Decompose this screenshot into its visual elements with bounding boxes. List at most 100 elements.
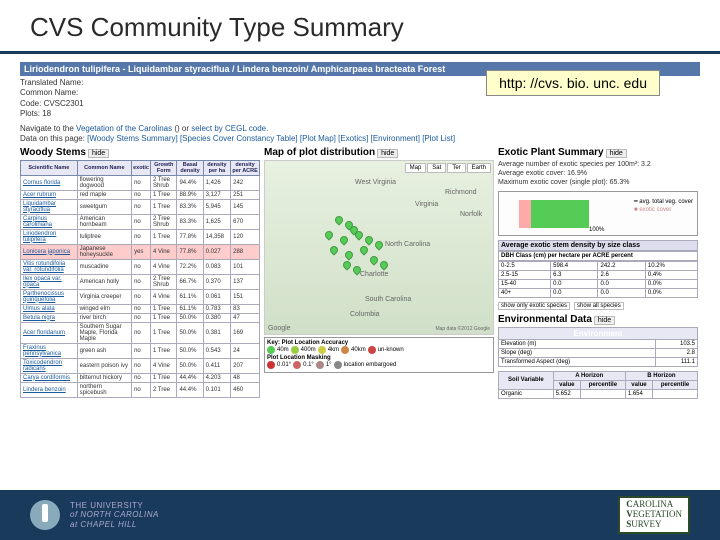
meta-plots: Plots: 18 [20,109,700,119]
scientific-name-link[interactable]: Betula nigra [21,313,78,322]
legend-dot-icon [368,346,376,354]
table-row: Lindera benzoinnorthern spicebushno2 Tre… [21,382,260,397]
footer-bar: THE UNIVERSITY of NORTH CAROLINA at CHAP… [0,490,720,540]
map-column: Map of plot distributionhide MapSatTerEa… [264,147,494,403]
scientific-name-link[interactable]: Carya cordiformis [21,373,78,382]
meta-code: Code: CVSC2301 [20,99,700,109]
scientific-name-link[interactable]: Acer floridanum [21,322,78,343]
map-credit: Map data ©2012 Google [435,326,490,332]
map-legend: Key: Plot Location Accuracy 40m 400m 4km… [264,337,494,373]
legend-dot-icon [318,346,326,354]
table-row: Cornus floridaflowering dogwoodno2 Tree … [21,175,260,190]
exotic-cover-chart: ━ avg. total veg. cover ■ exotic cover 1… [498,191,698,236]
scientific-name-link[interactable]: Cornus florida [21,175,78,190]
woody-stems-header: Woody Stemshide [20,147,260,158]
scientific-name-link[interactable]: Parthenocissus quinquefolia [21,289,78,304]
map-tab[interactable]: Ter [447,163,465,173]
hide-button[interactable]: hide [606,149,627,158]
scientific-name-link[interactable]: Acer rubrum [21,190,78,199]
map-label: Richmond [445,189,477,196]
scientific-name-link[interactable]: Liriodendron tulipifera [21,229,78,244]
nav-link[interactable]: [Woody Stems Summary] [87,134,178,143]
nav-link[interactable]: [Plot Map] [300,134,336,143]
scientific-name-link[interactable]: Ulmus alata [21,304,78,313]
exotic-summary: Average number of exotic species per 100… [498,160,698,187]
map-label: North Carolina [385,241,430,248]
chart-100pct: 100% [589,227,604,233]
nav-link[interactable]: [Species Cover Constancy Table] [180,134,298,143]
scientific-name-link[interactable]: Liquidambar styraciflua [21,199,78,214]
dbh-table: 0-2.5598.4242.210.2%2.5-156.32.60.4%15-4… [498,261,698,298]
nav-link[interactable]: [Environment] [371,134,420,143]
map-pin-icon[interactable] [323,229,334,240]
legend-dot-icon [267,361,275,369]
table-row: Liriodendron tulipiferatuliptreeno1 Tree… [21,229,260,244]
map-tab[interactable]: Earth [467,163,491,173]
table-row: Liquidambar styracifluasweetgumno1 Tree8… [21,199,260,214]
table-row: Carya cordiformisbitternut hickoryno1 Tr… [21,373,260,382]
scientific-name-link[interactable]: Ilex opaca var. opaca [21,274,78,289]
map-pin-icon[interactable] [341,259,352,270]
nav-link[interactable]: [Exotics] [338,134,368,143]
nav-line-1: Navigate to the Vegetation of the Caroli… [20,124,700,133]
env-data-header: Environmental Datahide [498,314,698,325]
legend-dot-icon [341,346,349,354]
table-row: Parthenocissus quinquefoliaVirginia cree… [21,289,260,304]
legend-dot-icon [291,346,299,354]
scientific-name-link[interactable]: Carpinus caroliniana [21,214,78,229]
map-pin-icon[interactable] [363,234,374,245]
map-pin-icon[interactable] [333,214,344,225]
map-label: Columbia [350,311,380,318]
scientific-name-link[interactable]: Lonicera japonica [21,244,78,259]
nav-link-vegetation[interactable]: Vegetation of the Carolinas [76,124,172,133]
scientific-name-link[interactable]: Lindera benzoin [21,382,78,397]
nav-link-cegl[interactable]: select by CEGL code [191,124,266,133]
map-header: Map of plot distributionhide [264,147,494,158]
unc-seal-icon [30,500,60,530]
woody-stems-column: Woody Stemshide Scientific NameCommon Na… [20,147,260,403]
map-label: South Carolina [365,296,411,303]
map-pin-icon[interactable] [378,259,389,270]
table-row: Ulmus alatawinged elmno1 Tree61.1%0.7838… [21,304,260,313]
table-row: Vitis rotundifolia var. rotundifoliamusc… [21,259,260,274]
show-exotic-button[interactable]: show only exotic species [498,302,570,310]
nav-link[interactable]: [Plot List] [422,134,455,143]
map-pin-icon[interactable] [373,239,384,250]
hide-button[interactable]: hide [594,316,615,325]
table-row: 15-400.00.00.0% [499,279,698,288]
page-title: CVS Community Type Summary [30,12,690,43]
table-row: 40+0.00.00.0% [499,288,698,297]
map-pin-icon[interactable] [368,254,379,265]
bar-exotic-cover [519,200,531,228]
scientific-name-link[interactable]: Vitis rotundifolia var. rotundifolia [21,259,78,274]
google-logo: Google [268,325,291,332]
cvs-logo: CAROLINA VEGETATION SURVEY [618,496,690,534]
plot-map[interactable]: MapSatTerEarth West VirginiaVirginiaRich… [264,160,494,335]
exotic-column: Exotic Plant Summaryhide Average number … [498,147,698,403]
exotic-header: Exotic Plant Summaryhide [498,147,698,158]
scientific-name-link[interactable]: Toxicodendron radicans [21,358,78,373]
woody-stems-table: Scientific NameCommon NameexoticGrowth F… [20,160,260,398]
map-pin-icon[interactable] [343,249,354,260]
table-row: Transformed Aspect (deg)111.1 [499,357,698,366]
map-tab[interactable]: Map [405,163,427,173]
table-row: Lonicera japonicaJapanese honeysuckleyes… [21,244,260,259]
table-row: 2.5-156.32.60.4% [499,270,698,279]
map-label: Charlotte [360,271,388,278]
show-all-button[interactable]: show all species [574,302,624,310]
table-row: Acer floridanumSouthern Sugar Maple, Flo… [21,322,260,343]
legend-dot-icon [267,346,275,354]
map-pin-icon[interactable] [338,234,349,245]
table-row: Slope (deg)2.8 [499,348,698,357]
hide-button[interactable]: hide [377,149,398,158]
screenshot-content: Liriodendron tulipifera - Liquidambar st… [20,62,700,490]
map-pin-icon[interactable] [328,244,339,255]
table-row: Carpinus carolinianaAmerican hornbeamno2… [21,214,260,229]
table-row: Ilex opaca var. opacaAmerican hollyno2 T… [21,274,260,289]
legend-dot-icon [316,361,324,369]
map-tab[interactable]: Sat [427,163,446,173]
scientific-name-link[interactable]: Fraxinus pennsylvanica [21,343,78,358]
hide-button[interactable]: hide [88,149,109,158]
map-label: West Virginia [355,179,396,186]
legend-dot-icon [293,361,301,369]
